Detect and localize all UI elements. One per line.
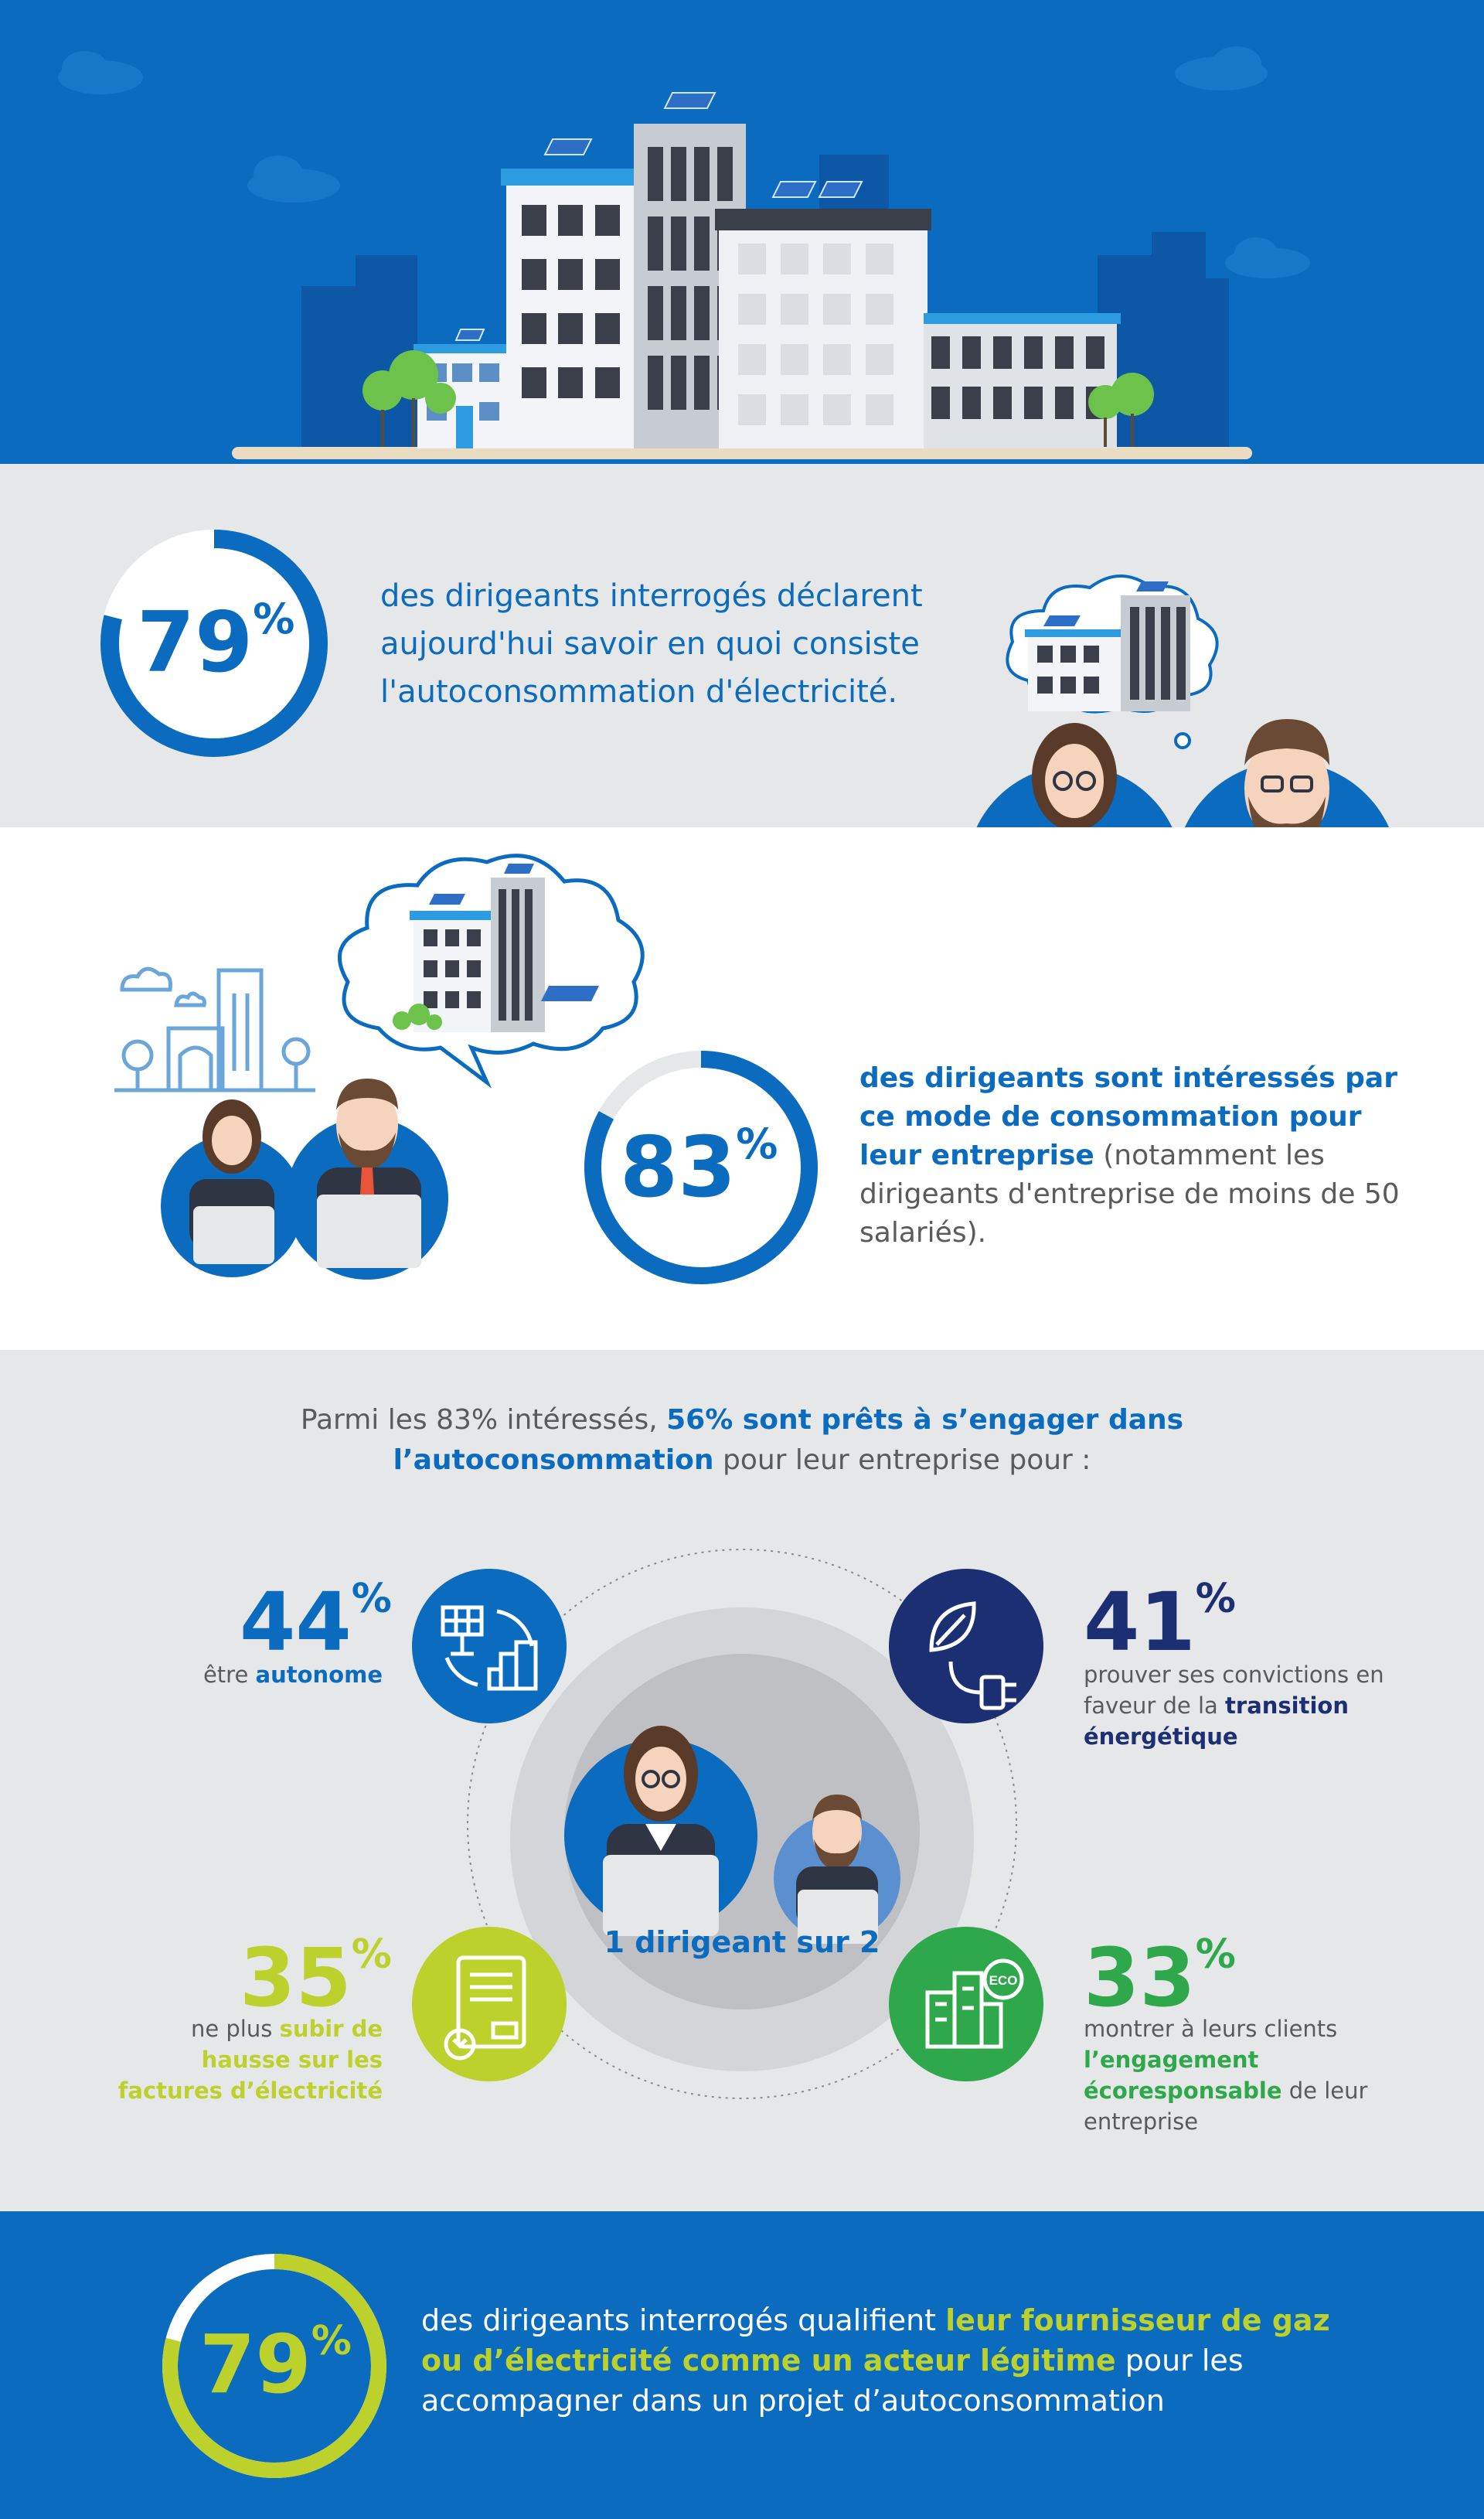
center-label: 1 dirigeant sur 2 (604, 1925, 880, 1959)
stat-supplier-description: des dirigeants interrogés qualifient leu… (421, 2300, 1349, 2421)
reason-text-41-bold: transition énergétique (1084, 1692, 1349, 1750)
stat-value-83: 83% (620, 1120, 778, 1216)
reason-text-33-normal: montrer à leurs clients (1084, 2016, 1338, 2042)
intro-part-bold: 56% sont prêts à s’engager dans l’autoco… (393, 1404, 1184, 1476)
reason-text-44-bold: autonome (255, 1662, 383, 1688)
reason-text-44-normal: être (203, 1662, 256, 1688)
stat-supplier-section: 79% des dirigeants interrogés qualifient… (0, 2211, 1484, 2519)
intro-text: Parmi les 83% intéressés, 56% sont prêts… (201, 1400, 1283, 1481)
reason-text-35-bold: subir de hausse sur les factures d’élect… (117, 2016, 383, 2104)
reason-value-44: 44% (240, 1575, 392, 1669)
leaf-plug-icon (889, 1569, 1043, 1723)
reason-text-44: être autonome (116, 1659, 383, 1690)
business-people-small-illustration (161, 1079, 448, 1280)
reason-text-35: ne plus subir de hausse sur les factures… (100, 2013, 383, 2106)
stat-value-79: 79% (137, 595, 295, 691)
stat-description: des dirigeants sont intéressés par ce mo… (859, 1059, 1416, 1253)
city-outline-icon (114, 966, 315, 1092)
progress-ring-79 (100, 530, 328, 757)
supplier-text-1: des dirigeants interrogés qualifient (421, 2303, 946, 2337)
stat-description: des dirigeants interrogés déclarent aujo… (380, 578, 923, 710)
reason-text-33-end: de leur entreprise (1084, 2078, 1368, 2135)
reason-text-41: prouver ses convictions en faveur de la … (1084, 1659, 1393, 1752)
motivations-section: Parmi les 83% intéressés, 56% sont prêts… (0, 1350, 1484, 2211)
intro-part-1: Parmi les 83% intéressés, (300, 1404, 667, 1436)
reason-value-33: 33% (1084, 1931, 1236, 2025)
stat-interest-section: 83% des dirigeants sont intéressés par c… (0, 827, 1484, 1350)
progress-ring-83 (584, 1051, 818, 1284)
reason-value-41: 41% (1084, 1575, 1236, 1669)
stat-description-normal: (notamment les dirigeants d'entreprise d… (859, 1140, 1400, 1249)
progress-ring-79-supplier (162, 2254, 386, 2478)
reason-text-35-normal: ne plus (190, 2016, 280, 2042)
city-buildings-illustration (58, 46, 1310, 459)
supplier-text-bold: leur fournisseur de gaz ou d’électricité… (421, 2303, 1330, 2378)
stat-value-79-supplier: 79% (199, 2317, 352, 2412)
supplier-text-3: pour les accompagner dans un projet d’au… (421, 2343, 1244, 2418)
eco-label: ECO (989, 1973, 1018, 1988)
reason-text-33-bold: l’engagement écoresponsable (1084, 2047, 1282, 2104)
hero-illustration (0, 0, 1484, 464)
thought-bubble-solar-icon (337, 854, 645, 1089)
reason-value-35: 35% (240, 1931, 392, 2025)
solar-city-icon (412, 1569, 567, 1723)
central-diagram (467, 1549, 1017, 2099)
invoice-euro-icon (412, 1927, 567, 2081)
business-people-illustration (976, 719, 1389, 827)
thought-bubble-buildings-icon (1006, 574, 1219, 749)
reason-text-41-normal: prouver ses convictions en faveur de la (1084, 1662, 1384, 1719)
stat-knowledge-section: 79% des dirigeants interrogés déclarent … (0, 464, 1484, 827)
stat-description-bold: des dirigeants sont intéressés par ce mo… (859, 1062, 1397, 1171)
intro-part-3: pour leur entreprise pour : (713, 1444, 1091, 1476)
eco-building-icon: ECO (889, 1927, 1043, 2081)
reason-text-33: montrer à leurs clients l’engagement éco… (1084, 2013, 1393, 2137)
